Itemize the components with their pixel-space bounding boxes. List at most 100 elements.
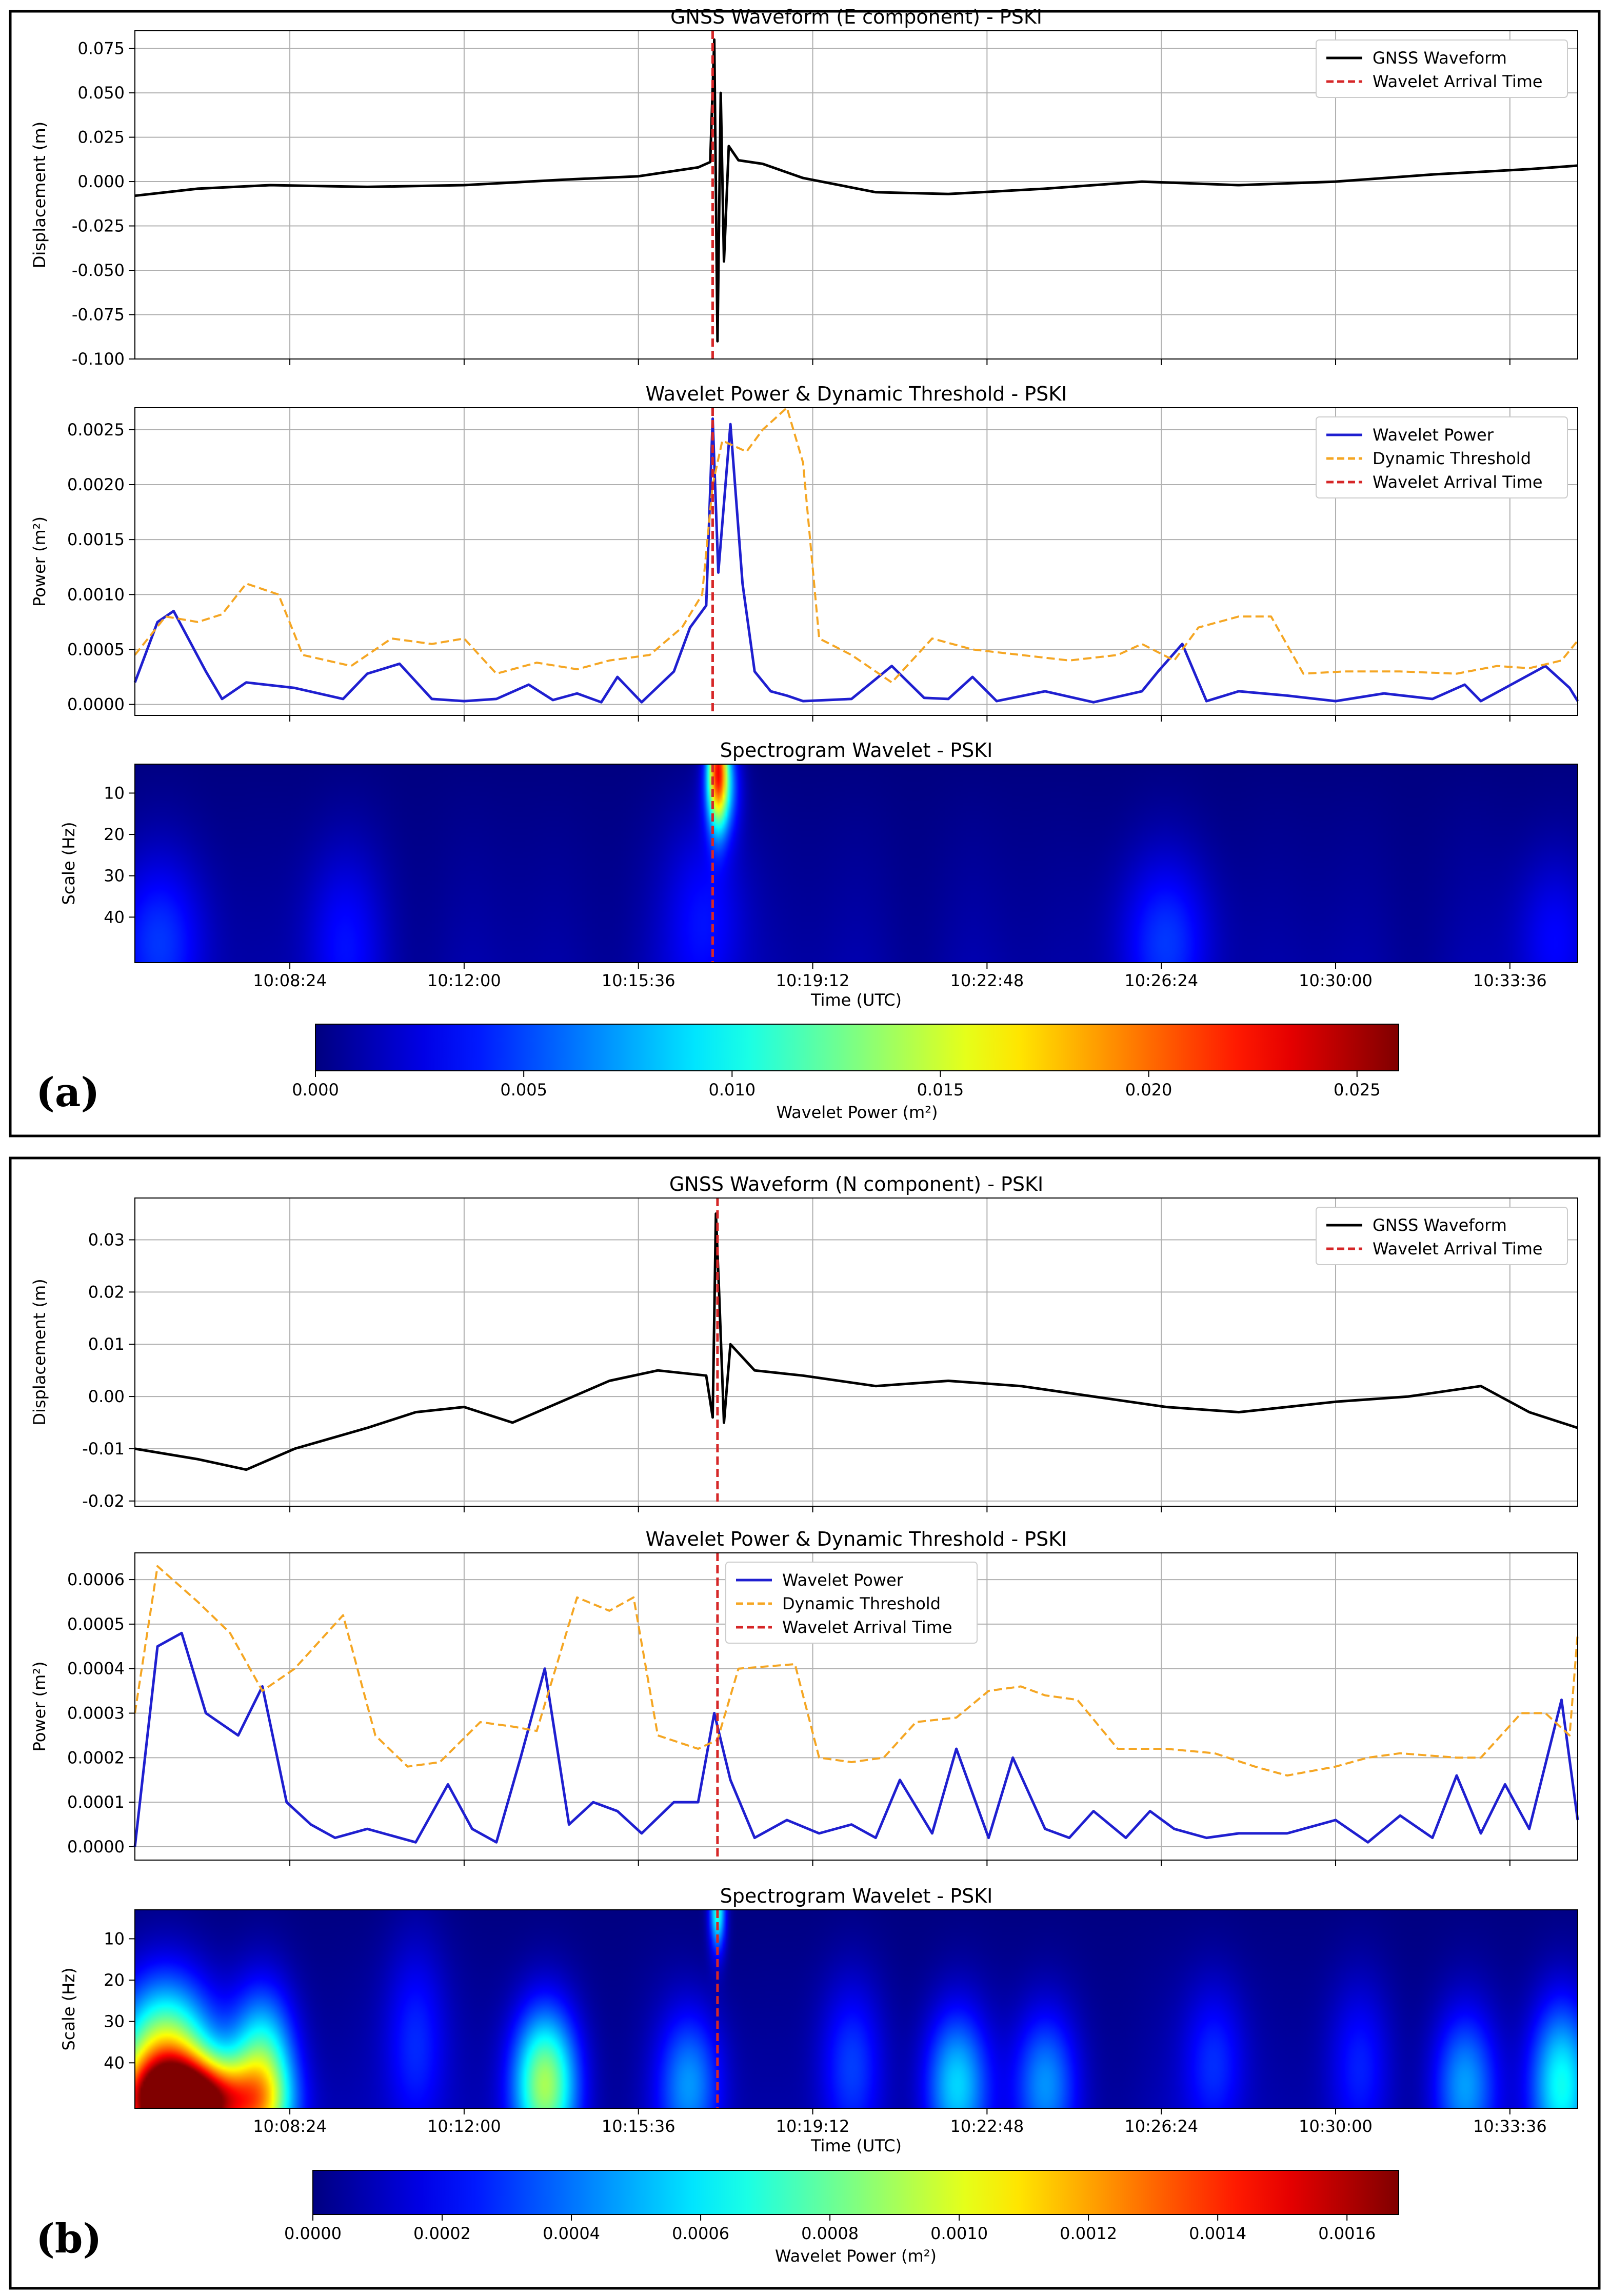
colorbar-tick-label: 0.000 xyxy=(292,1080,339,1100)
colorbar-tick-label: 0.0008 xyxy=(801,2224,859,2243)
chart-title: GNSS Waveform (E component) - PSKI xyxy=(670,6,1042,28)
y-tick-label: 10 xyxy=(104,1929,125,1948)
colorbar-label: Wavelet Power (m²) xyxy=(775,2246,937,2266)
series-line xyxy=(133,1631,1579,1847)
legend-box xyxy=(1316,39,1568,98)
y-tick-label: 0.01 xyxy=(88,1334,125,1354)
y-tick-label: 40 xyxy=(104,907,125,927)
y-tick-label: 30 xyxy=(104,2012,125,2031)
colorbar-tick-label: 0.0014 xyxy=(1189,2224,1246,2243)
y-tick-label: -0.01 xyxy=(82,1439,125,1459)
legend-label: Wavelet Arrival Time xyxy=(782,1618,952,1637)
y-axis-label: Displacement (m) xyxy=(30,1279,49,1425)
y-tick-label: 10 xyxy=(104,783,125,803)
legend-box xyxy=(1316,416,1568,498)
chart-title: GNSS Waveform (N component) - PSKI xyxy=(669,1173,1043,1195)
y-tick-label: -0.100 xyxy=(72,349,125,369)
x-tick-label: 10:19:12 xyxy=(776,2117,850,2136)
x-tick-label: 10:08:24 xyxy=(253,971,327,990)
y-tick-label: 0.02 xyxy=(88,1282,125,1302)
x-tick-label: 10:26:24 xyxy=(1124,2117,1198,2136)
legend-label: Wavelet Arrival Time xyxy=(1373,72,1543,91)
y-tick-label: 0.0000 xyxy=(67,695,125,714)
chart-title: Wavelet Power & Dynamic Threshold - PSKI xyxy=(646,1528,1067,1550)
legend-label: Dynamic Threshold xyxy=(1373,449,1531,468)
panel-1-chart-0: 0.03 0.02 0.01 0.00 -0.01 -0.02 GNSS Waveform … xyxy=(30,1173,1578,1512)
legend-box xyxy=(1316,1207,1568,1265)
y-tick-label: 20 xyxy=(104,1970,125,1990)
y-tick-label: 0.03 xyxy=(88,1230,125,1249)
x-tick-label: 10:08:24 xyxy=(253,2117,327,2136)
colorbar xyxy=(312,2170,1399,2215)
y-tick-label: -0.050 xyxy=(72,261,125,280)
x-tick-label: 10:22:48 xyxy=(950,971,1024,990)
y-tick-label: 0.000 xyxy=(77,172,125,191)
colorbar-tick-label: 0.0012 xyxy=(1060,2224,1117,2243)
colorbar-label: Wavelet Power (m²) xyxy=(776,1103,938,1122)
x-tick-label: 10:19:12 xyxy=(776,971,850,990)
chart-title: Wavelet Power & Dynamic Threshold - PSKI xyxy=(646,383,1067,405)
axes-frame xyxy=(134,1197,1578,1507)
legend-label: Dynamic Threshold xyxy=(782,1594,941,1613)
y-tick-label: 30 xyxy=(104,866,125,886)
legend-label: Wavelet Arrival Time xyxy=(1373,472,1543,492)
panel-label-b: (b) xyxy=(36,2215,102,2262)
colorbar-tick-label: 0.0000 xyxy=(284,2224,342,2243)
y-tick-label: 0.0003 xyxy=(67,1704,125,1723)
series-line xyxy=(134,407,1579,684)
y-axis-label: Scale (Hz) xyxy=(59,1967,78,2050)
axes-frame xyxy=(134,30,1578,360)
x-tick-label: 10:22:48 xyxy=(950,2117,1024,2136)
y-tick-label: 0.0010 xyxy=(67,585,125,604)
panel-label-a: (a) xyxy=(36,1069,100,1116)
panel-1-chart-1: 0.0006 0.0005 0.0004 0.0003 0.0002 0.0001 0.00… xyxy=(30,1528,1579,1866)
legend-box xyxy=(725,1562,978,1644)
y-tick-label: 0.0001 xyxy=(67,1792,125,1812)
y-tick-label: 0.0002 xyxy=(67,1748,125,1767)
y-tick-label: 0.0020 xyxy=(67,475,125,494)
x-tick-label: 10:15:36 xyxy=(602,2117,675,2136)
series-line xyxy=(134,38,1578,343)
panel-frame xyxy=(9,1156,1601,2290)
colorbar-tick-label: 0.0006 xyxy=(672,2224,729,2243)
y-tick-label: -0.025 xyxy=(72,216,125,236)
colorbar-tick-label: 0.0004 xyxy=(543,2224,600,2243)
colorbar-tick-label: 0.0016 xyxy=(1318,2224,1376,2243)
colorbar-tick-label: 0.020 xyxy=(1125,1080,1172,1100)
chart-title: Spectrogram Wavelet - PSKI xyxy=(720,739,993,762)
x-tick-label: 10:33:36 xyxy=(1473,2117,1547,2136)
colorbar-tick-label: 0.010 xyxy=(709,1080,756,1100)
colorbar xyxy=(315,1024,1399,1071)
axes-frame xyxy=(134,1909,1578,2109)
spectrogram-image xyxy=(135,1910,1578,2108)
panel-1-chart-2: 10 20 30 40 10:08:24 10:12:00 10:15:36 10:19:12… xyxy=(59,1885,1578,2266)
y-axis-label: Scale (Hz) xyxy=(59,822,78,905)
legend-label: GNSS Waveform xyxy=(1373,48,1507,68)
y-axis-label: Power (m²) xyxy=(30,1662,49,1752)
colorbar-tick-label: 0.025 xyxy=(1334,1080,1381,1100)
series-line xyxy=(134,1212,1578,1471)
x-tick-label: 10:12:00 xyxy=(427,971,501,990)
panel-0-chart-0: 0.075 0.050 0.025 0.000 -0.025 -0.050 -0.075 -0… xyxy=(30,6,1578,369)
legend-label: Wavelet Power xyxy=(782,1570,904,1590)
colorbar-tick-label: 0.015 xyxy=(917,1080,964,1100)
x-axis-label: Time (UTC) xyxy=(810,990,902,1010)
x-tick-label: 10:30:00 xyxy=(1299,2117,1373,2136)
legend-label: Wavelet Power xyxy=(1373,425,1494,445)
x-tick-label: 10:26:24 xyxy=(1124,971,1198,990)
y-tick-label: 0.0005 xyxy=(67,640,125,659)
x-tick-label: 10:33:36 xyxy=(1473,971,1547,990)
panel-0-chart-2: 10 20 30 40 10:08:24 10:12:00 10:15:36 10:19:12… xyxy=(59,739,1578,1122)
panel-0-chart-1: 0.0025 0.0020 0.0015 0.0010 0.0005 0.0000 Wave… xyxy=(30,383,1579,722)
series-line xyxy=(133,417,1579,704)
panel-frame xyxy=(9,10,1601,1137)
chart-title: Spectrogram Wavelet - PSKI xyxy=(720,1885,993,1907)
spectrogram-image xyxy=(135,764,1578,963)
y-axis-label: Displacement (m) xyxy=(30,122,49,268)
y-tick-label: 0.050 xyxy=(77,83,125,103)
y-tick-label: 0.025 xyxy=(77,128,125,147)
legend-label: GNSS Waveform xyxy=(1373,1215,1507,1235)
x-tick-label: 10:15:36 xyxy=(602,971,675,990)
colorbar-tick-label: 0.0002 xyxy=(413,2224,471,2243)
